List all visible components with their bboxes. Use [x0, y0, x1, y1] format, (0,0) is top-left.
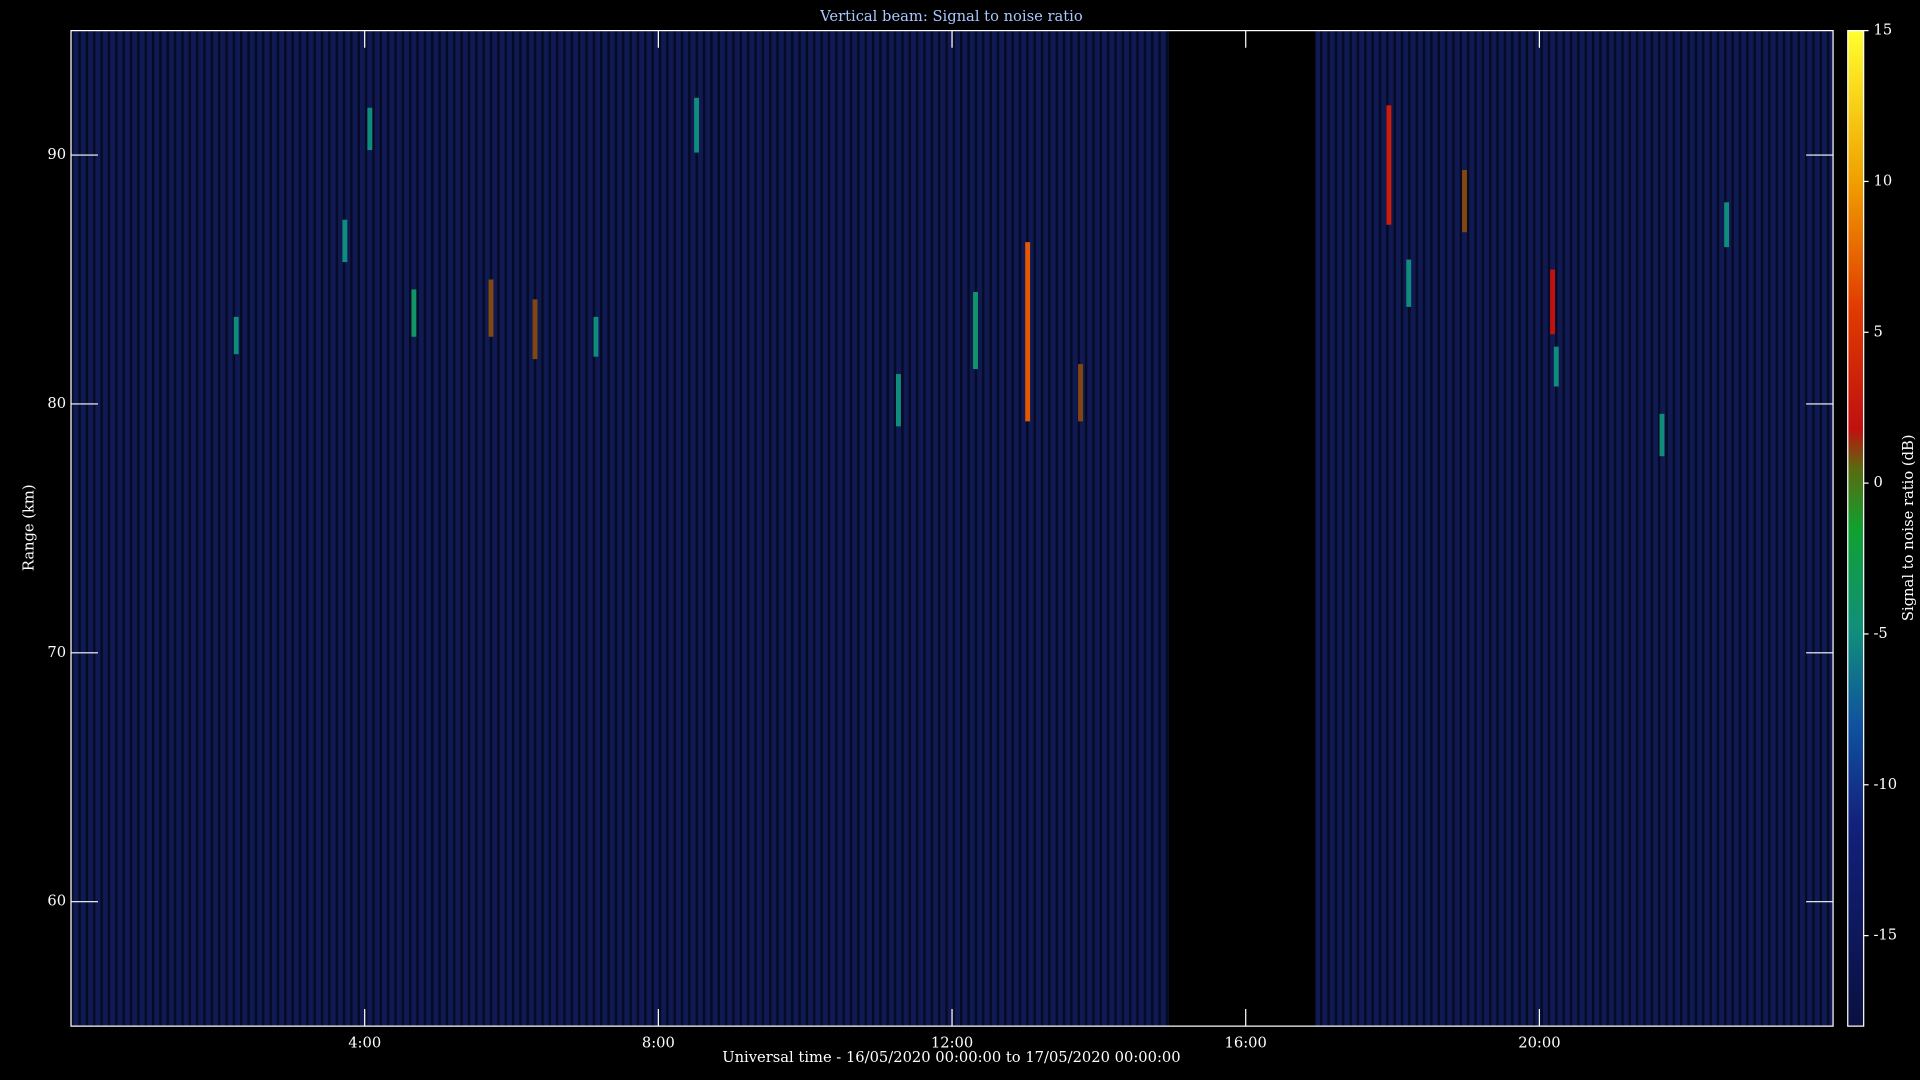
- echo-cell: [1406, 259, 1412, 307]
- echo-cell: [694, 97, 699, 153]
- echo-cell: [593, 316, 599, 357]
- echo-cell: [488, 279, 494, 337]
- y-tick-label: 80: [47, 395, 66, 412]
- echo-cell: [1025, 242, 1031, 422]
- y-tick-label: 60: [47, 893, 66, 910]
- echo-cell: [532, 299, 538, 360]
- echo-cell: [1553, 346, 1559, 387]
- echo-cell: [1078, 364, 1083, 422]
- x-axis-label: Universal time - 16/05/2020 00:00:00 to …: [722, 1049, 1180, 1066]
- echo-cell: [895, 374, 901, 427]
- x-tick-label: 4:00: [348, 1034, 381, 1051]
- echo-cell: [342, 219, 348, 263]
- echo-cell: [1659, 413, 1665, 457]
- y-axis-label: Range (km): [20, 484, 37, 571]
- echo-cell: [973, 291, 978, 370]
- colorbar-tick-label: -15: [1873, 927, 1897, 944]
- colorbar-tick-label: 10: [1873, 172, 1892, 189]
- colorbar-tick-label: 15: [1873, 22, 1892, 39]
- echo-cell: [1462, 169, 1467, 233]
- chart-title: Vertical beam: Signal to noise ratio: [819, 8, 1083, 25]
- echo-cell: [1550, 269, 1556, 335]
- x-tick-label: 8:00: [642, 1034, 675, 1051]
- x-tick-label: 12:00: [931, 1034, 973, 1051]
- colorbar-tick-label: 0: [1873, 474, 1882, 491]
- colorbar-label: Signal to noise ratio (dB): [1900, 434, 1917, 621]
- x-tick-label: 20:00: [1518, 1034, 1560, 1051]
- echo-cell: [233, 316, 239, 355]
- echo-cell: [1386, 105, 1392, 225]
- colorbar: [1847, 30, 1865, 1027]
- echo-cell: [1724, 202, 1730, 248]
- data-gap: [1168, 30, 1316, 1027]
- echo-cell: [411, 289, 417, 337]
- colorbar-tick-label: -10: [1873, 776, 1897, 793]
- colorbar-tick-label: -5: [1873, 625, 1887, 642]
- colorbar-tick-label: 5: [1873, 323, 1882, 340]
- x-tick-label: 16:00: [1225, 1034, 1267, 1051]
- plot-background: [71, 30, 1834, 1027]
- y-tick-label: 70: [47, 644, 66, 661]
- y-tick-label: 90: [47, 146, 66, 163]
- echo-cell: [367, 107, 373, 151]
